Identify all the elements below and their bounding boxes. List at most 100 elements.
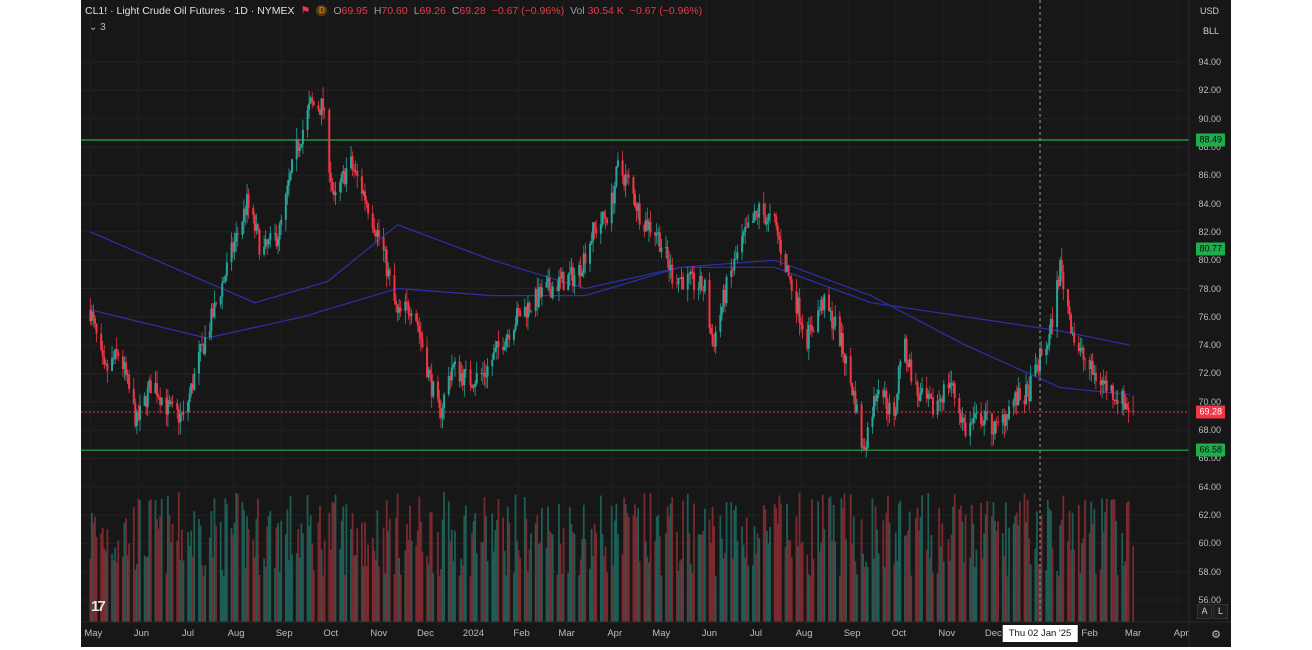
volume-bar [1084, 500, 1086, 622]
volume-bar [135, 564, 138, 622]
volume-bar [1124, 561, 1127, 622]
volume-bar [137, 498, 140, 622]
candle-body [159, 397, 162, 405]
candle-body [731, 270, 734, 272]
tradingview-logo-icon[interactable]: 17 [91, 598, 106, 615]
time-tick-label: May [652, 628, 671, 639]
volume-bar [767, 543, 770, 622]
volume-bar [329, 549, 332, 622]
candle-body [396, 304, 399, 313]
vol-label: Vol [570, 4, 585, 17]
volume-bar [547, 506, 549, 622]
volume-bar [671, 496, 674, 622]
candle-body [997, 421, 1000, 423]
candle-body [871, 416, 874, 428]
candle-body [410, 313, 413, 316]
volume-bar [1045, 570, 1048, 622]
volume-bar [657, 514, 660, 622]
candle-body [526, 302, 529, 318]
symbol-title[interactable]: CL1! · Light Crude Oil Futures · 1D · NY… [85, 4, 295, 17]
volume-bar [854, 561, 857, 622]
candle-body [516, 308, 519, 325]
time-tick-label: Nov [370, 628, 388, 639]
candle-body [862, 446, 865, 448]
candle-body [138, 405, 141, 420]
volume-bar [764, 509, 767, 622]
candle-body [134, 403, 137, 427]
volume-bar [700, 534, 703, 622]
candle-body [179, 413, 182, 423]
candle-body [821, 299, 824, 311]
log-scale-button[interactable]: L [1213, 604, 1228, 619]
candle-body [784, 254, 787, 272]
volume-bar [1082, 538, 1085, 622]
volume-bar [396, 493, 399, 622]
currency-selector[interactable]: USD [1199, 6, 1219, 16]
candle-body [486, 366, 489, 377]
price-chart[interactable] [81, 0, 1231, 647]
candle-body [508, 334, 511, 340]
indicators-toggle[interactable]: ⌄ 3 [89, 22, 106, 33]
candle-body [689, 271, 692, 275]
candle-body [557, 276, 560, 291]
candle-body [1070, 314, 1073, 333]
volume-bar [778, 495, 781, 622]
chart-window[interactable]: CL1! · Light Crude Oil Futures · 1D · NY… [81, 0, 1231, 647]
volume-bar [961, 521, 964, 622]
candle-body [841, 332, 844, 355]
horizontal-line-price-badge: 66.58 [1196, 443, 1225, 457]
volume-bar [495, 520, 498, 622]
candle-body [1004, 414, 1007, 426]
volume-bar [551, 534, 554, 622]
volume-bar [450, 529, 453, 622]
candle-body [573, 275, 576, 287]
volume-bar [801, 541, 804, 622]
unit-selector[interactable]: BLL [1202, 26, 1219, 36]
volume-bar [101, 527, 104, 622]
volume-bar [426, 556, 428, 622]
volume-bar [1046, 499, 1049, 622]
volume-bar [104, 551, 107, 622]
candle-body [643, 224, 646, 232]
volume-bar [741, 526, 743, 622]
candle-body [925, 388, 928, 399]
candle-body [1035, 364, 1038, 366]
candle-body [1028, 386, 1031, 402]
volume-bar [610, 506, 613, 622]
volume-bar [877, 553, 880, 622]
candle-body [990, 413, 993, 435]
candle-body [512, 330, 515, 340]
time-tick-label: Apr [1173, 628, 1189, 639]
volume-bar [378, 566, 380, 622]
auto-scale-button[interactable]: A [1197, 604, 1212, 619]
volume-bar [888, 522, 891, 622]
candle-body [295, 139, 298, 160]
candle-body [253, 214, 256, 231]
candle-body [767, 214, 770, 221]
volume-bar [697, 534, 700, 622]
time-tick-label: Aug [795, 628, 813, 639]
volume-bar [1003, 555, 1006, 622]
candle-body [460, 373, 463, 382]
candle-body [855, 404, 858, 412]
candle-body [461, 373, 464, 386]
candle-body [795, 291, 798, 314]
volume-bar [579, 559, 582, 622]
flag-icon[interactable]: ⚑ [300, 5, 311, 17]
candle-body [599, 224, 602, 234]
candle-body [306, 109, 309, 130]
data-icon[interactable]: D [316, 5, 328, 16]
volume-bar [972, 523, 975, 622]
candle-body [722, 289, 725, 307]
volume-bar [508, 522, 511, 622]
candle-body [680, 277, 683, 279]
candle-body [568, 273, 571, 275]
candle-body [914, 381, 917, 383]
candle-body [485, 376, 488, 378]
last-price-badge: 69.28 [1196, 405, 1225, 419]
volume-bar [505, 575, 508, 622]
gear-icon[interactable]: ⚙ [1211, 629, 1221, 641]
time-tick-label: Dec [984, 628, 1002, 639]
volume-bar [595, 532, 598, 622]
volume-bar [317, 522, 320, 622]
